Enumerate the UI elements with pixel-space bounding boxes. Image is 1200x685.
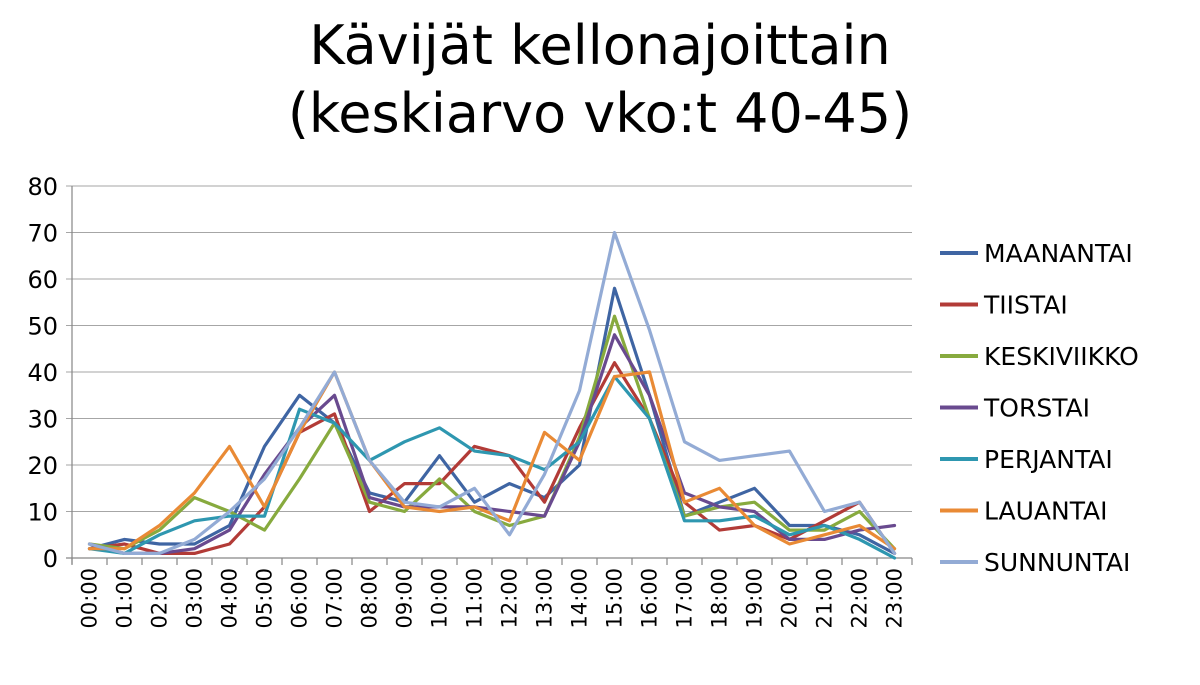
x-tick-label: 14:00 — [568, 568, 592, 629]
x-tick-label: 22:00 — [848, 568, 872, 629]
x-tick-label: 23:00 — [883, 568, 907, 629]
series-line-lauantai — [87, 370, 897, 551]
y-axis-tick-labels: 0 10 20 30 40 50 60 70 80 — [27, 173, 58, 573]
legend-label: PERJANTAI — [984, 445, 1113, 474]
chart-title-line-2: (keskiarvo vko:t 40-45) — [287, 82, 913, 145]
series-line-maanantai — [87, 286, 897, 556]
y-tick-label: 50 — [27, 313, 58, 341]
x-tick-label: 09:00 — [393, 568, 417, 629]
legend-item-keskiviikko: KESKIVIIKKO — [940, 342, 1139, 371]
x-tick-label: 11:00 — [463, 568, 487, 629]
chart-title-line-1: Kävijät kellonajoittain — [309, 14, 891, 77]
y-tick-label: 20 — [27, 452, 58, 480]
legend: MAANANTAI TIISTAI KESKIVIIKKO TORSTAI PERJAN… — [940, 239, 1139, 577]
series-lines — [87, 230, 897, 560]
legend-label: MAANANTAI — [984, 239, 1133, 268]
x-tick-label: 04:00 — [218, 568, 242, 629]
gridlines — [66, 185, 912, 564]
y-tick-label: 80 — [27, 173, 58, 201]
x-tick-label: 06:00 — [288, 568, 312, 629]
x-tick-label: 21:00 — [813, 568, 837, 629]
y-tick-label: 70 — [27, 220, 58, 248]
x-tick-label: 17:00 — [673, 568, 697, 629]
y-tick-label: 10 — [27, 499, 58, 527]
x-tick-label: 20:00 — [778, 568, 802, 629]
series-line-torstai — [87, 333, 897, 556]
x-tick-label: 00:00 — [78, 568, 102, 629]
legend-item-perjantai: PERJANTAI — [940, 445, 1113, 474]
x-tick-label: 03:00 — [183, 568, 207, 629]
chart-title: Kävijät kellonajoittain (keskiarvo vko:t… — [250, 12, 950, 148]
y-tick-label: 40 — [27, 359, 58, 387]
x-tick-label: 07:00 — [323, 568, 347, 629]
series-line-perjantai — [87, 375, 897, 560]
x-tick-label: 15:00 — [603, 568, 627, 629]
series-line-sunnuntai — [87, 230, 897, 556]
y-tick-label: 0 — [43, 545, 58, 573]
legend-item-maanantai: MAANANTAI — [940, 239, 1133, 268]
x-tick-label: 05:00 — [253, 568, 277, 629]
legend-label: TIISTAI — [983, 291, 1068, 320]
x-tick-label: 01:00 — [113, 568, 137, 629]
x-tick-label: 10:00 — [428, 568, 452, 629]
x-tick-label: 16:00 — [638, 568, 662, 629]
x-tick-label: 12:00 — [498, 568, 522, 629]
legend-label: LAUANTAI — [984, 497, 1108, 526]
x-tick-label: 02:00 — [148, 568, 172, 629]
legend-item-torstai: TORSTAI — [940, 394, 1090, 423]
x-tick-label: 13:00 — [533, 568, 557, 629]
legend-item-sunnuntai: SUNNUNTAI — [940, 548, 1130, 577]
x-axis-tick-labels: 00:00 01:00 02:00 03:00 04:00 05:00 06:00 07:00… — [71, 558, 913, 629]
series-line-keskiviikko — [87, 314, 897, 551]
x-tick-label: 19:00 — [743, 568, 767, 629]
x-tick-label: 18:00 — [708, 568, 732, 629]
x-tick-label: 08:00 — [358, 568, 382, 629]
legend-label: TORSTAI — [983, 394, 1090, 423]
legend-item-lauantai: LAUANTAI — [940, 497, 1108, 526]
legend-label: KESKIVIIKKO — [984, 342, 1139, 371]
y-tick-label: 30 — [27, 406, 58, 434]
y-tick-label: 60 — [27, 266, 58, 294]
legend-item-tiistai: TIISTAI — [940, 291, 1068, 320]
legend-label: SUNNUNTAI — [984, 548, 1130, 577]
